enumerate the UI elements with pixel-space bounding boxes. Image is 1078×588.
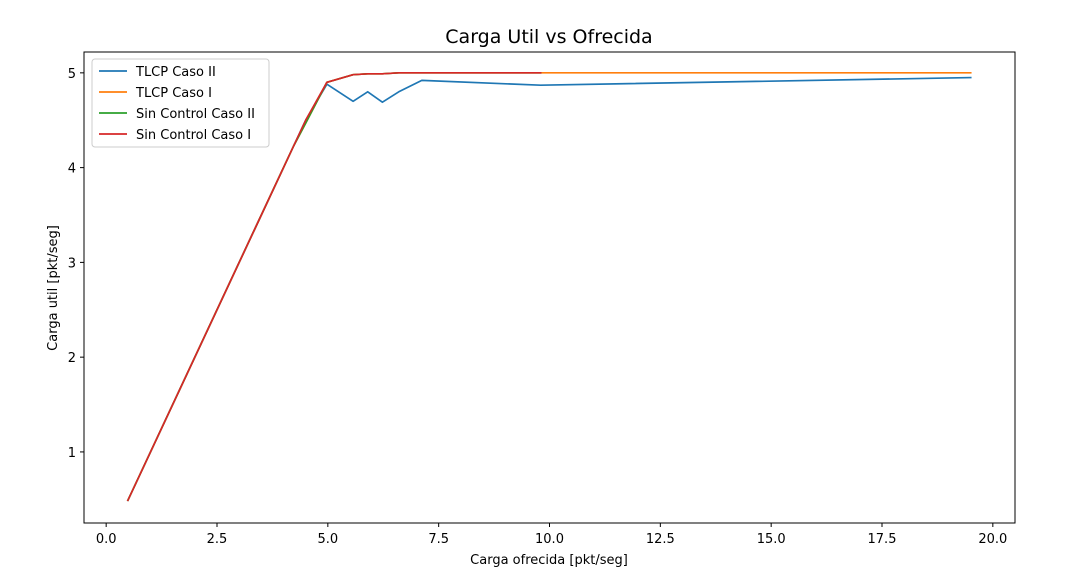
x-axis-label: Carga ofrecida [pkt/seg]: [470, 553, 628, 568]
plot-area: 0.0 2.5 5.0 7.5 10.0 12.5 15.0 17.5 20.0 1 2 3 4 5: [68, 51, 1016, 547]
x-tick-label: 10.0: [535, 532, 564, 547]
x-tick-label: 7.5: [428, 532, 449, 547]
x-tick-label: 0.0: [96, 532, 117, 547]
y-tick-label: 5: [68, 67, 76, 82]
x-tick-label: 17.5: [868, 532, 897, 547]
y-axis-label: Carga util [pkt/seg]: [46, 225, 61, 351]
series-line-4: [126, 71, 542, 502]
legend-label: TLCP Caso II: [135, 65, 216, 80]
x-tick-label: 5.0: [317, 532, 338, 547]
chart-title: Carga Util vs Ofrecida: [445, 26, 652, 48]
legend-label: Sin Control Caso II: [136, 107, 255, 122]
y-tick-label: 2: [68, 351, 76, 366]
y-tick-label: 4: [68, 162, 76, 177]
legend-label: TLCP Caso I: [135, 86, 212, 101]
x-tick-label: 2.5: [207, 532, 228, 547]
x-tick-label: 12.5: [646, 532, 675, 547]
legend-box: [91, 58, 270, 148]
y-tick-label: 1: [68, 446, 76, 461]
x-tick-label: 15.0: [757, 532, 786, 547]
legend-label: Sin Control Caso I: [136, 128, 251, 143]
legend: TLCP Caso II TLCP Caso I Sin Control Caso …: [91, 58, 270, 148]
x-tick-label: 20.0: [978, 532, 1007, 547]
y-tick-label: 3: [68, 256, 76, 271]
